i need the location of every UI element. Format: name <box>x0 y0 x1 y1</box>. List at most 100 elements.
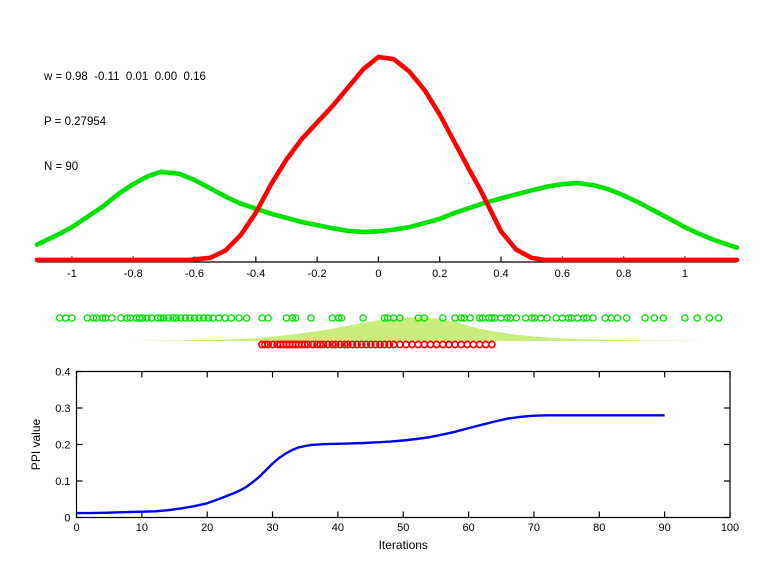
red-sample-marker <box>343 340 352 349</box>
sample-density-green-curve <box>34 169 740 250</box>
green-sample-marker <box>123 314 131 322</box>
x-axis-tick-label: 30 <box>266 522 278 534</box>
red-sample-marker <box>316 340 325 349</box>
green-sample-marker <box>156 314 165 322</box>
x-axis-tick-label: 50 <box>397 522 409 534</box>
x-axis-tick-label: 10 <box>136 522 148 534</box>
x-axis-tick-label: -0.6 <box>185 268 204 280</box>
green-sample-marker <box>164 314 173 322</box>
green-sample-marker <box>543 314 551 322</box>
green-sample-marker <box>537 314 545 322</box>
green-sample-marker <box>215 314 223 322</box>
green-sample-marker <box>108 314 116 322</box>
x-axis-tick-label: 0 <box>375 268 381 280</box>
red-sample-marker <box>362 340 371 349</box>
x-axis-tick-label: 0.2 <box>432 268 447 280</box>
green-sample-marker <box>55 314 64 322</box>
samples-strip <box>55 314 723 349</box>
x-axis-tick-label: -1 <box>67 268 77 280</box>
p-value-line: P = 0.27954 <box>44 116 107 128</box>
green-sample-marker <box>475 314 484 322</box>
y-axis-tick-label: 0.2 <box>55 440 70 452</box>
green-sample-marker <box>451 314 459 322</box>
green-sample-marker <box>221 314 229 322</box>
y-axis-tick-label: 0.3 <box>55 403 70 415</box>
green-sample-marker <box>337 314 346 322</box>
green-sample-marker <box>89 314 98 322</box>
green-sample-marker <box>242 314 251 322</box>
green-sample-marker <box>438 314 447 322</box>
x-axis-tick-label: 100 <box>721 522 739 534</box>
red-sample-marker <box>357 340 366 349</box>
weighted-mixture-density-red-curve <box>34 54 740 263</box>
red-sample-marker <box>308 340 317 349</box>
red-sample-marker <box>268 340 277 349</box>
red-sample-marker <box>487 340 496 349</box>
green-sample-marker <box>552 314 561 322</box>
x-axis-tick-label: -0.8 <box>124 268 143 280</box>
green-sample-marker <box>380 314 389 322</box>
green-sample-marker <box>169 314 177 322</box>
red-sample-marker <box>328 340 337 349</box>
green-sample-marker <box>714 314 723 322</box>
green-sample-marker <box>359 314 367 322</box>
red-sample-marker <box>348 340 357 349</box>
green-sample-marker <box>693 314 702 322</box>
green-sample-marker <box>227 314 236 322</box>
green-sample-marker <box>291 314 300 322</box>
x-axis-tick-label: 1 <box>682 268 688 280</box>
green-sample-marker <box>135 314 144 322</box>
x-axis-tick-label: 40 <box>332 522 344 534</box>
green-sample-marker <box>98 314 107 322</box>
y-axis-tick-label: 0.1 <box>55 476 70 488</box>
x-axis-tick-label: 0.8 <box>616 268 631 280</box>
green-sample-marker <box>181 314 190 322</box>
green-sample-marker <box>288 314 297 322</box>
green-sample-marker <box>62 314 70 322</box>
green-sample-marker <box>396 314 404 322</box>
x-axis-tick-label: 0.4 <box>493 268 508 280</box>
ppi-curve <box>76 414 665 515</box>
green-sample-marker <box>190 314 199 322</box>
ppi-plot: 0 10 20 30 40 50 60 70 80 90 100 0 0.1 0.2 0.3 0.4 Itera… <box>29 367 739 553</box>
green-sample-marker <box>186 314 194 322</box>
density-plot: -1 -0.8 -0.6 -0.4 -0.2 0 0.2 0.4 0.6 0.8 1 <box>34 54 740 280</box>
green-sample-marker <box>334 314 343 322</box>
green-sample-marker <box>497 314 505 322</box>
green-sample-marker <box>138 314 147 322</box>
green-sample-marker <box>503 314 511 322</box>
green-sample-marker <box>466 314 475 322</box>
red-sample-marker <box>261 340 269 349</box>
green-sample-marker <box>420 314 429 322</box>
y-axis-tick-label: 0.4 <box>55 367 70 379</box>
red-sample-marker <box>380 340 389 349</box>
x-axis-tick-label: 90 <box>659 522 671 534</box>
green-sample-marker <box>457 314 466 322</box>
green-sample-marker <box>622 314 631 322</box>
green-sample-marker <box>580 314 588 322</box>
green-sample-marker <box>258 314 266 322</box>
red-sample-marker <box>264 340 273 349</box>
red-sample-marker <box>366 340 375 349</box>
green-sample-marker <box>204 314 213 322</box>
x-axis-tick-label: 60 <box>462 522 474 534</box>
green-sample-marker <box>307 314 315 322</box>
red-sample-marker <box>353 340 361 349</box>
red-sample-marker <box>303 340 312 349</box>
green-sample-marker <box>650 314 659 322</box>
x-axis-tick-label: -0.2 <box>308 268 327 280</box>
green-sample-marker <box>68 314 76 322</box>
green-sample-marker <box>176 314 185 322</box>
green-sample-marker <box>681 314 689 322</box>
green-sample-marker <box>172 314 180 322</box>
x-axis-tick-label: 0.6 <box>555 268 570 280</box>
y-axis-tick-label: 0 <box>64 513 70 525</box>
red-sample-marker <box>300 340 309 349</box>
green-sample-marker <box>589 314 597 322</box>
green-sample-marker <box>143 314 151 322</box>
green-sample-marker <box>613 314 622 322</box>
x-axis-tick-label: 20 <box>201 522 213 534</box>
y-axis-label: PPI value <box>29 418 43 470</box>
green-sample-marker <box>641 314 649 322</box>
